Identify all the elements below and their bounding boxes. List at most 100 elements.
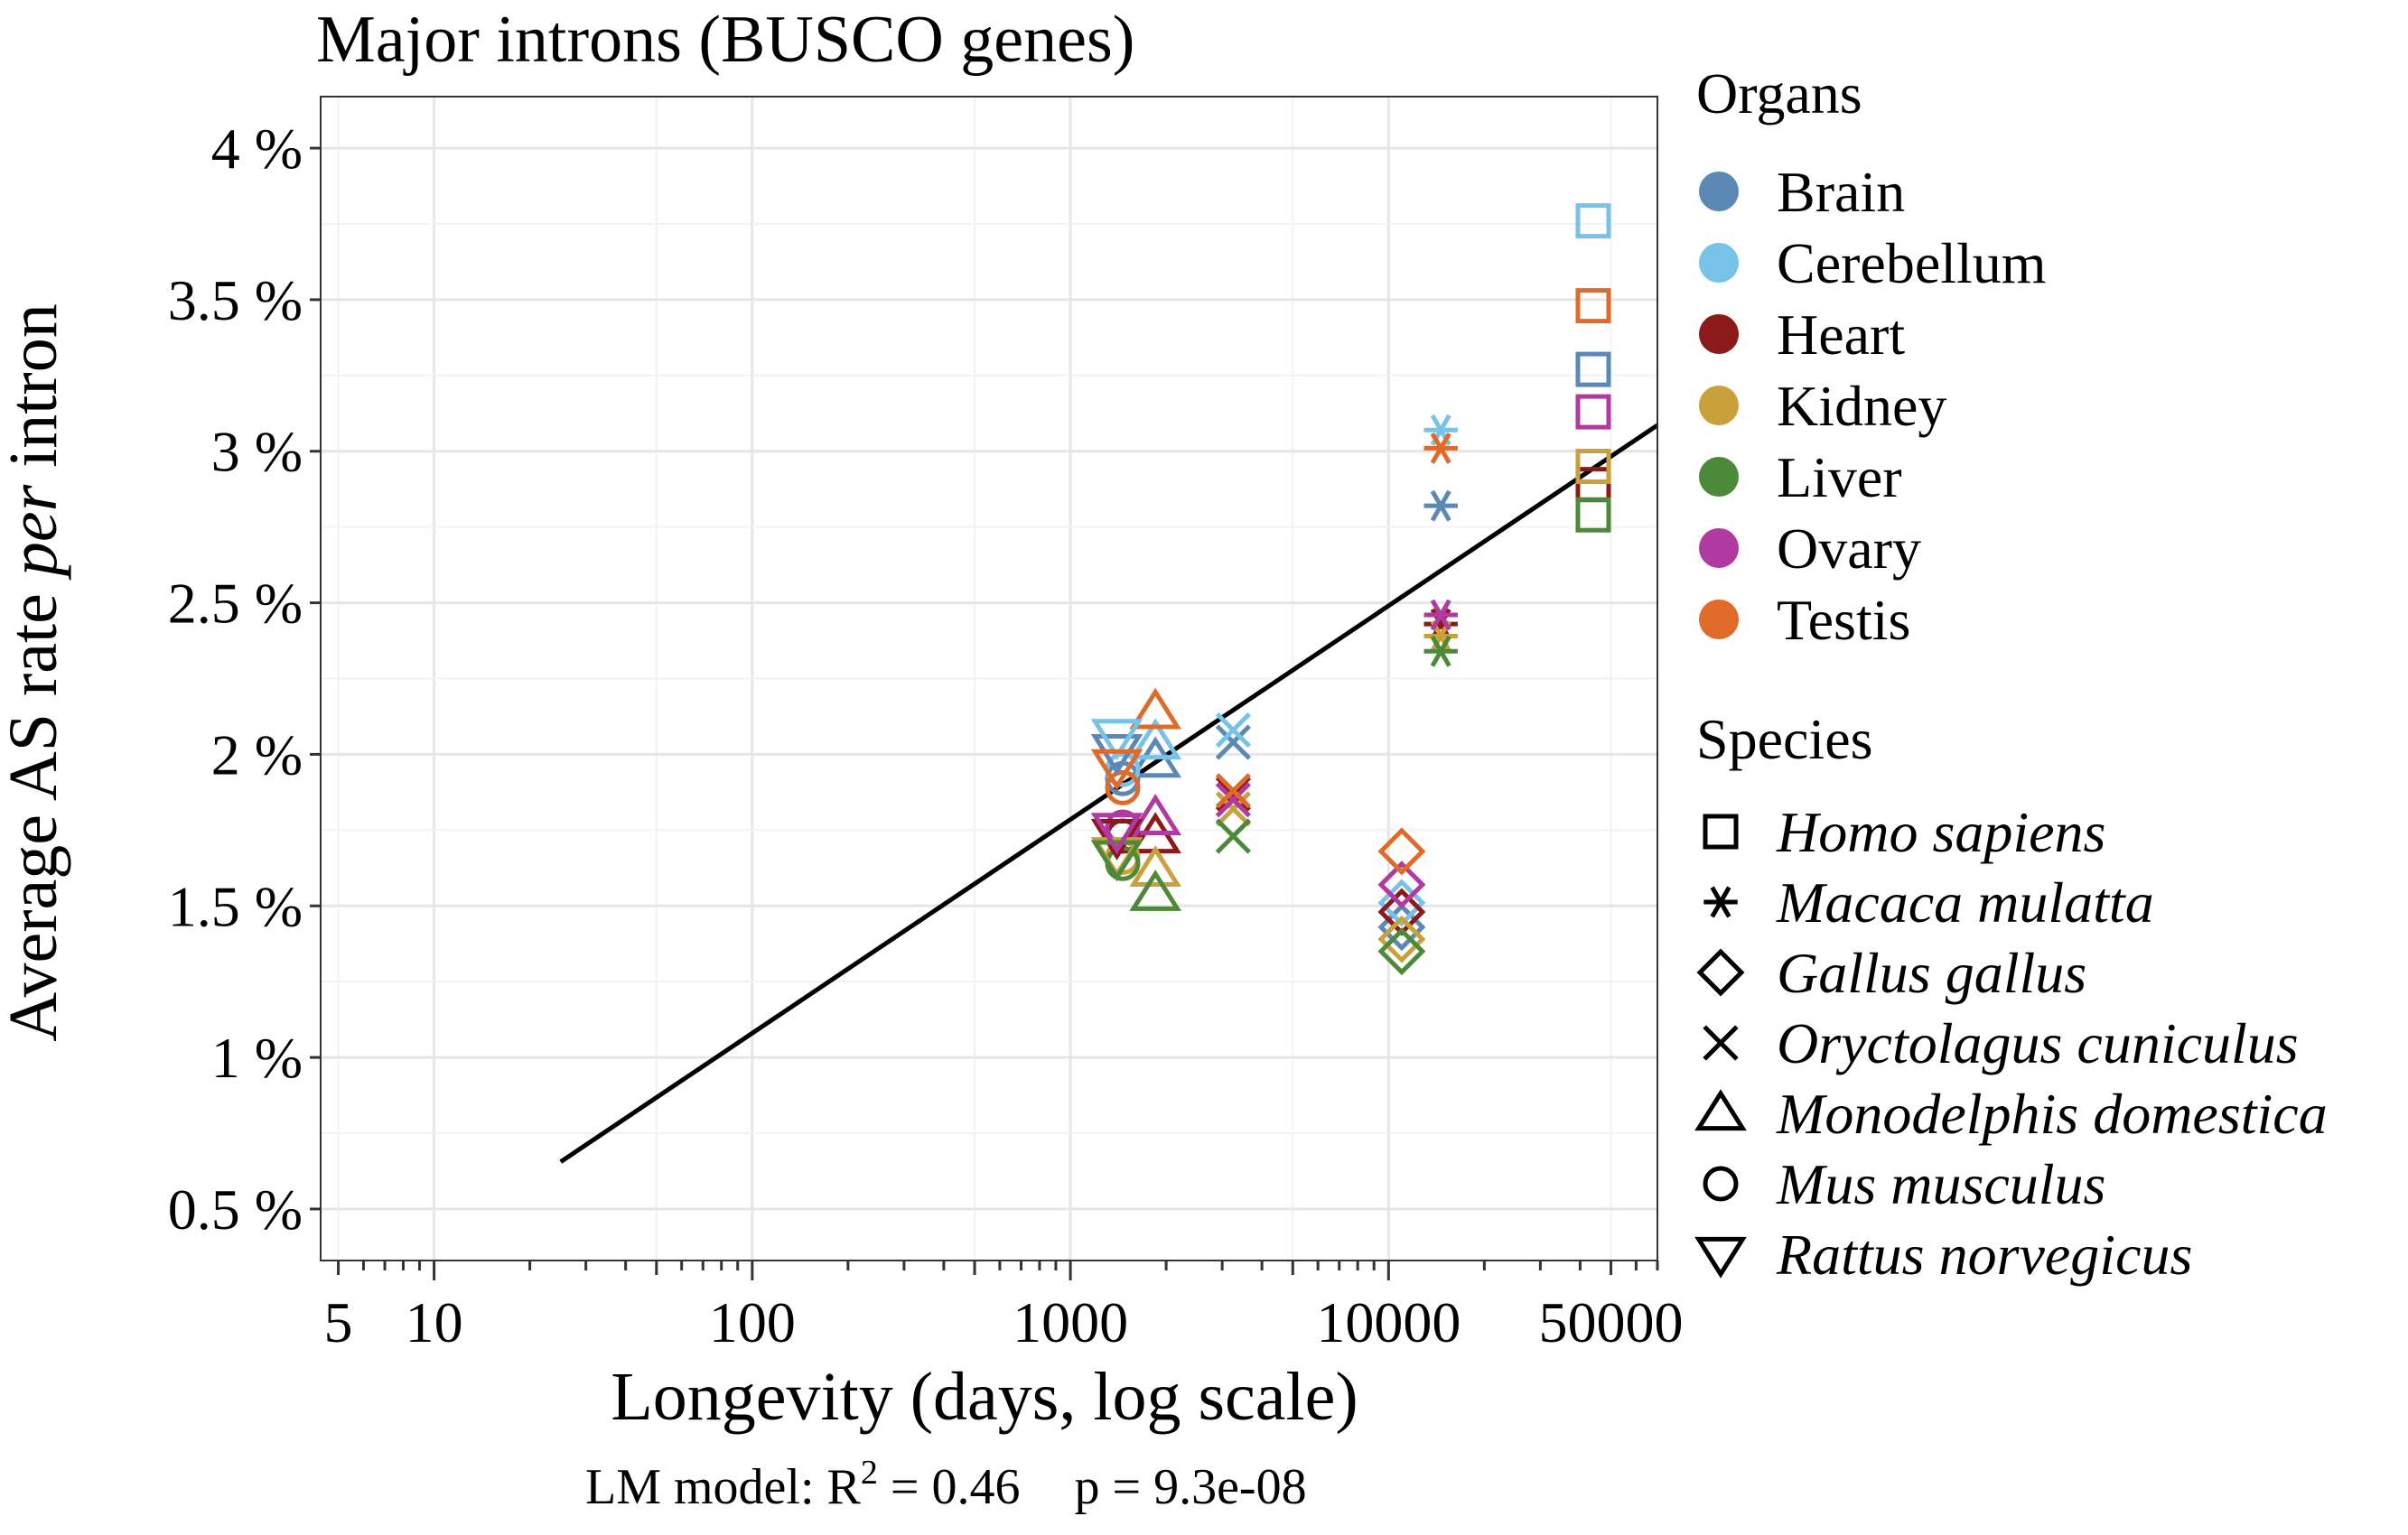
point-macaca-mulatta-liver — [1423, 635, 1458, 667]
axes: 0.5 % 1 % 1.5 % 2 % 2.5 % 3 % 3.5 % 4 % 5 10 100 10… — [168, 116, 1684, 1354]
species-legend-item: Rattus norvegicus — [1694, 1223, 2192, 1287]
organ-legend-label: Liver — [1777, 445, 1902, 509]
y-tick-label: 2.5 % — [168, 572, 303, 636]
point-rattus-norvegicus-testis — [1090, 749, 1143, 791]
organs-legend-title: Organs — [1696, 61, 1862, 126]
species-legend-item: Monodelphis domestica — [1694, 1082, 2328, 1146]
y-axis-label-suffix: intron — [0, 303, 71, 485]
species-legend-item: Gallus gallus — [1696, 941, 2086, 1005]
organ-legend-swatch — [1699, 457, 1739, 497]
y-axis-label-italic: per — [0, 484, 71, 581]
organ-legend-item: Heart — [1699, 302, 1905, 367]
point-oryctolagus-cuniculus-kidney — [1215, 791, 1252, 827]
organ-legend-item: Liver — [1699, 445, 1902, 509]
organ-legend-item: Testis — [1699, 588, 1910, 652]
x-tick-label: 50000 — [1539, 1290, 1684, 1354]
x-tick-label: 100 — [709, 1290, 796, 1354]
model-annotation: LM model: R2 = 0.46 p = 9.3e-08 — [585, 1454, 1307, 1515]
x-tick-label: 5 — [324, 1290, 353, 1354]
organs-legend: Brain Cerebellum Heart Kidney Liver Ovary Test… — [1699, 160, 2047, 652]
species-legend-symbol — [1703, 814, 1739, 850]
species-legend-symbol — [1703, 1166, 1739, 1202]
species-legend-item: Macaca mulatta — [1703, 870, 2154, 935]
point-monodelphis-domestica-ovary — [1129, 794, 1182, 835]
y-tick-label: 1 % — [211, 1026, 303, 1090]
organ-legend-label: Ovary — [1777, 516, 1921, 581]
species-legend-symbol — [1694, 1236, 1747, 1279]
organ-legend-label: Cerebellum — [1777, 231, 2047, 295]
organ-legend-label: Heart — [1777, 302, 1905, 367]
grid — [321, 97, 1657, 1261]
x-tick-label: 10000 — [1316, 1290, 1461, 1354]
y-tick-label: 2 % — [211, 722, 303, 786]
species-legend-label: Oryctolagus cuniculus — [1777, 1011, 2299, 1075]
point-oryctolagus-cuniculus-testis — [1215, 773, 1252, 809]
species-legend-symbol — [1703, 886, 1738, 918]
organ-legend-item: Ovary — [1699, 516, 1921, 581]
point-gallus-gallus-kidney — [1377, 915, 1426, 963]
point-rattus-norvegicus-ovary — [1090, 813, 1143, 855]
species-legend-symbol — [1703, 1025, 1739, 1061]
organ-legend-item: Kidney — [1699, 374, 1946, 438]
species-legend-item: Homo sapiens — [1703, 800, 2105, 864]
point-gallus-gallus-liver — [1377, 927, 1426, 976]
species-legend-item: Oryctolagus cuniculus — [1703, 1011, 2299, 1075]
organ-legend-label: Testis — [1777, 588, 1910, 652]
organ-legend-swatch — [1699, 600, 1739, 639]
chart-title: Major introns (BUSCO genes) — [316, 3, 1134, 77]
point-oryctolagus-cuniculus-cerebellum — [1215, 712, 1252, 749]
annotation-r2: = 0.46 — [878, 1459, 1021, 1515]
organ-legend-label: Brain — [1777, 160, 1905, 224]
species-legend-label: Gallus gallus — [1777, 941, 2086, 1005]
x-axis-label: Longevity (days, log scale) — [611, 1359, 1358, 1435]
point-oryctolagus-cuniculus-ovary — [1215, 782, 1252, 818]
species-legend-item: Mus musculus — [1703, 1152, 2105, 1216]
species-legend-label: Monodelphis domestica — [1776, 1082, 2328, 1146]
point-gallus-gallus-cerebellum — [1377, 879, 1426, 927]
data-points — [1090, 203, 1611, 976]
point-homo-sapiens-testis — [1575, 288, 1611, 324]
point-macaca-mulatta-cerebellum — [1423, 414, 1458, 446]
point-homo-sapiens-cerebellum — [1575, 203, 1611, 239]
y-tick-label: 4 % — [211, 116, 303, 181]
point-gallus-gallus-testis — [1377, 827, 1426, 876]
organ-legend-swatch — [1699, 386, 1739, 425]
annotation-prefix: LM model: R — [585, 1459, 862, 1515]
species-legend-symbol — [1696, 948, 1745, 997]
x-tick-label: 10 — [406, 1290, 463, 1354]
annotation-superscript: 2 — [861, 1454, 878, 1492]
point-monodelphis-domestica-testis — [1129, 687, 1182, 730]
point-homo-sapiens-kidney — [1575, 449, 1611, 485]
y-axis-label-prefix: Average AS rate — [0, 576, 71, 1042]
point-monodelphis-domestica-liver — [1129, 870, 1182, 911]
point-gallus-gallus-ovary — [1377, 861, 1426, 909]
point-monodelphis-domestica-kidney — [1129, 845, 1182, 888]
species-legend-label: Mus musculus — [1776, 1152, 2105, 1216]
organ-legend-item: Cerebellum — [1699, 231, 2047, 295]
point-macaca-mulatta-ovary — [1423, 599, 1458, 631]
y-tick-label: 3 % — [211, 420, 303, 484]
organ-legend-swatch — [1699, 314, 1739, 354]
point-monodelphis-domestica-cerebellum — [1129, 718, 1182, 760]
point-oryctolagus-cuniculus-brain — [1215, 724, 1252, 760]
y-tick-label: 3.5 % — [168, 268, 303, 332]
organ-legend-swatch — [1699, 528, 1739, 568]
point-macaca-mulatta-testis — [1423, 432, 1458, 464]
species-legend-label: Macaca mulatta — [1776, 870, 2154, 935]
organ-legend-swatch — [1699, 172, 1739, 211]
y-axis-label: Average AS rate per intron — [0, 303, 71, 1041]
x-tick-label: 1000 — [1013, 1290, 1128, 1354]
point-homo-sapiens-brain — [1575, 351, 1611, 387]
point-mus-musculus-testis — [1105, 769, 1141, 805]
species-legend-label: Rattus norvegicus — [1776, 1223, 2192, 1287]
point-homo-sapiens-ovary — [1575, 394, 1611, 430]
point-homo-sapiens-liver — [1575, 497, 1611, 533]
point-oryctolagus-cuniculus-liver — [1215, 818, 1252, 854]
organ-legend-item: Brain — [1699, 160, 1905, 224]
point-macaca-mulatta-brain — [1423, 489, 1458, 522]
y-tick-label: 0.5 % — [168, 1177, 303, 1242]
plot-panel-border — [320, 96, 1658, 1261]
point-rattus-norvegicus-liver — [1090, 840, 1143, 882]
